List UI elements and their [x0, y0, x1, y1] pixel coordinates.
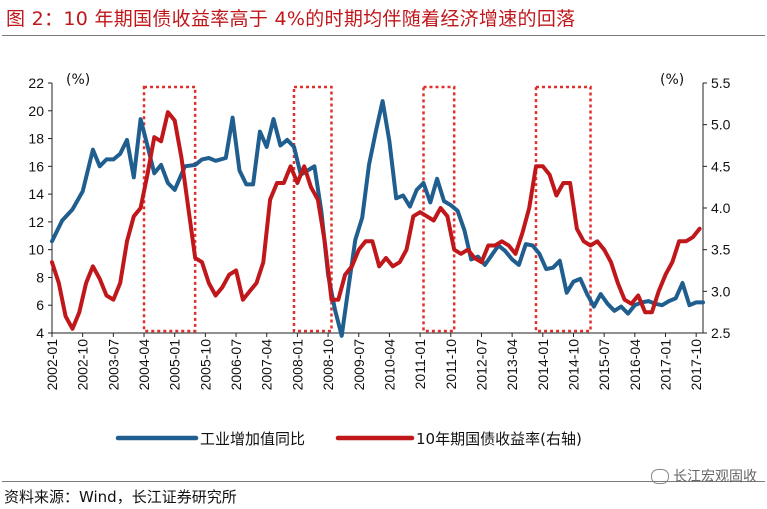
y-right-tick-label: 5.0 — [711, 117, 731, 133]
y-left-tick-label: 16 — [28, 158, 44, 174]
x-tick-label: 2014-01 — [535, 339, 551, 391]
y-left-tick-label: 22 — [28, 75, 44, 91]
x-tick-label: 2002-10 — [75, 339, 91, 391]
y-right-tick-label: 4.5 — [711, 158, 731, 174]
series-line-industrial — [50, 99, 705, 338]
highlight-box-1 — [142, 85, 197, 333]
y-right-tick-label: 3.5 — [711, 242, 731, 258]
y-left-tick-label: 20 — [28, 103, 44, 119]
x-tick-label: 2013-04 — [504, 339, 520, 391]
x-tick-label: 2007-04 — [259, 339, 275, 391]
x-tick-label: 2003-07 — [105, 339, 121, 391]
x-tick-label: 2017-01 — [658, 339, 674, 391]
y-right-unit: (%) — [660, 72, 684, 88]
highlight-box-2 — [292, 85, 333, 333]
x-tick-label: 2011-01 — [412, 339, 428, 390]
y-left-tick-label: 6 — [36, 297, 44, 313]
y-left-tick-label: 12 — [28, 214, 44, 230]
x-tick-label: 2016-04 — [627, 339, 643, 391]
series-layer — [50, 99, 705, 338]
x-tick-label: 2008-10 — [320, 339, 336, 391]
highlight-box-4 — [534, 85, 592, 333]
y-left-tick-label: 18 — [28, 131, 44, 147]
legend: 工业增加值同比 10年期国债收益率(右轴) — [115, 430, 582, 448]
x-tick-label: 2008-01 — [289, 339, 305, 391]
x-tick-label: 2012-07 — [473, 339, 489, 391]
y-left-tick-label: 8 — [36, 269, 44, 285]
source-note: 资料来源：Wind，长江证券研究所 — [4, 488, 237, 506]
x-tick-label: 2005-01 — [167, 339, 183, 391]
x-tick-label: 2015-07 — [596, 339, 612, 391]
legend-label-yield: 10年期国债收益率(右轴) — [416, 430, 582, 448]
title-divider — [2, 35, 765, 36]
x-tick-label: 2002-01 — [44, 339, 60, 391]
y-right-tick-label: 5.5 — [711, 75, 731, 91]
x-tick-label: 2010-04 — [381, 339, 397, 391]
x-tick-label: 2017-10 — [688, 339, 704, 391]
legend-label-industrial: 工业增加值同比 — [200, 430, 305, 448]
y-left-tick-label: 14 — [28, 186, 44, 202]
y-left-unit: (%) — [66, 72, 90, 88]
source-divider — [2, 481, 765, 482]
x-tick-label: 2011-10 — [443, 339, 459, 390]
x-tick-label: 2006-07 — [228, 339, 244, 391]
series-line-yield — [50, 110, 702, 331]
y-left-tick-label: 4 — [36, 325, 44, 341]
y-left-tick-label: 10 — [28, 242, 44, 258]
x-tick-label: 2004-04 — [136, 339, 152, 391]
y-right-tick-label: 3.0 — [711, 283, 731, 299]
chart: 4 6 8 10 12 14 16 18 20 22 2.5 3.0 3.5 4.0 4.5 5.0 5.5 (%… — [28, 72, 730, 448]
y-right-tick-label: 2.5 — [711, 325, 731, 341]
x-tick-label: 2014-10 — [565, 339, 581, 391]
x-tick-label: 2009-07 — [351, 339, 367, 391]
highlight-layer — [142, 85, 592, 333]
x-tick-label: 2005-10 — [197, 339, 213, 391]
watermark: 长江宏观固收 — [651, 466, 757, 486]
chart-title: 图 2：10 年期国债收益率高于 4%的时期均伴随着经济增速的回落 — [6, 8, 576, 30]
wechat-icon — [651, 468, 669, 484]
watermark-text: 长江宏观固收 — [673, 469, 757, 485]
axes: 4 6 8 10 12 14 16 18 20 22 2.5 3.0 3.5 4.0 4.5 5.0 5.5 (%… — [28, 72, 730, 390]
y-right-tick-label: 4.0 — [711, 200, 731, 216]
